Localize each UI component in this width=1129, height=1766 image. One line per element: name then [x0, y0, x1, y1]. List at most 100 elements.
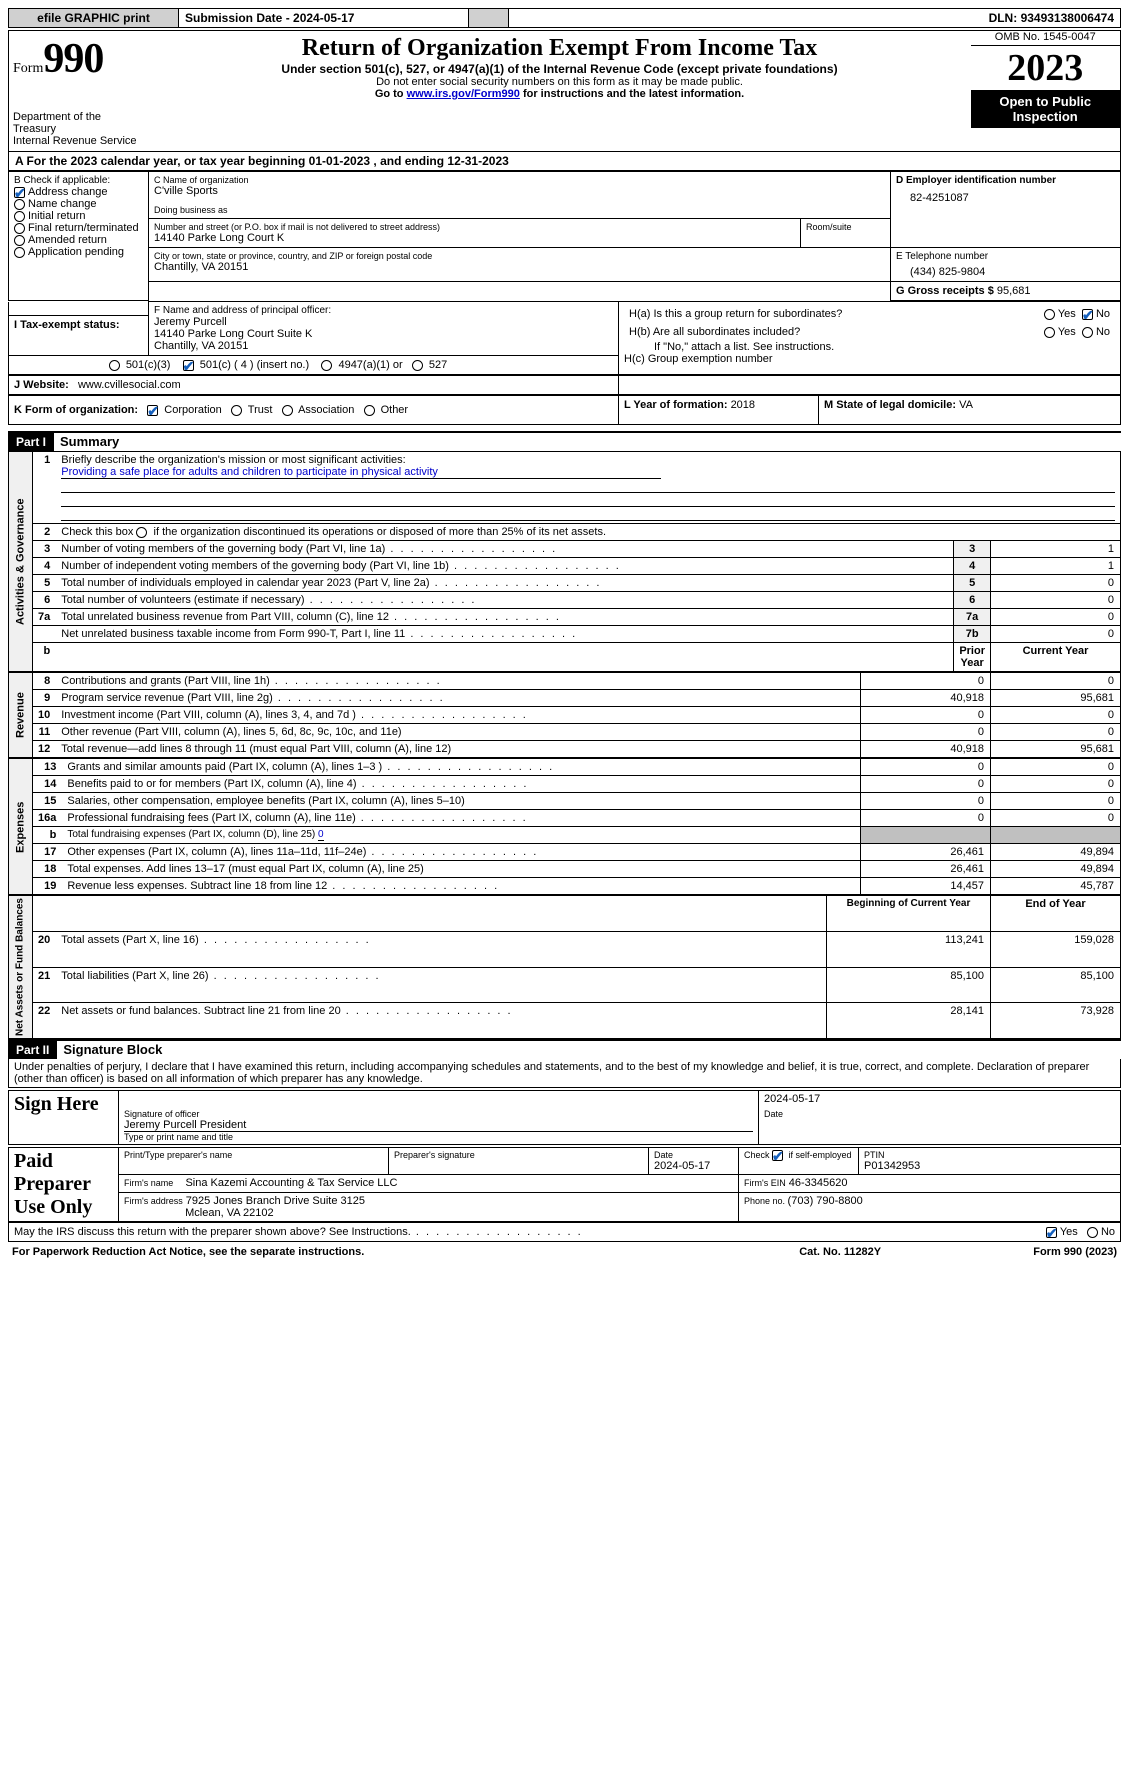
summary-netassets: Net Assets or Fund Balances Beginning of…: [8, 895, 1121, 1039]
cb-amended-return[interactable]: Amended return: [14, 234, 143, 246]
cb-discontinued[interactable]: [136, 527, 147, 538]
line10: Investment income (Part VIII, column (A)…: [56, 707, 860, 724]
line5: Total number of individuals employed in …: [56, 575, 954, 592]
cb-trust[interactable]: [231, 405, 242, 416]
line17: Other expenses (Part IX, column (A), lin…: [62, 844, 860, 861]
line3: Number of voting members of the governin…: [56, 541, 954, 558]
cb-4947[interactable]: [321, 360, 332, 371]
room-label: Room/suite: [806, 222, 885, 232]
tax-exempt-status: I Tax-exempt status:: [9, 315, 149, 355]
subtitle-1: Under section 501(c), 527, or 4947(a)(1)…: [153, 62, 967, 76]
ptin-value: P01342953: [864, 1160, 1115, 1172]
p13: 0: [861, 759, 991, 776]
cat-no: Cat. No. 11282Y: [748, 1244, 933, 1260]
cb-name-change[interactable]: Name change: [14, 198, 143, 210]
c12: 95,681: [991, 741, 1121, 758]
b20: 113,241: [827, 931, 991, 967]
p11: 0: [861, 724, 991, 741]
line15: Salaries, other compensation, employee b…: [62, 793, 860, 810]
discuss-yes[interactable]: [1046, 1227, 1057, 1238]
val-3: 1: [991, 541, 1121, 558]
omb-number: OMB No. 1545-0047: [971, 31, 1121, 46]
col-boy: Beginning of Current Year: [827, 896, 991, 932]
h-b-label: H(b) Are all subordinates included?: [624, 323, 884, 341]
topbar: efile GRAPHIC print Submission Date - 20…: [8, 8, 1121, 28]
val-6: 0: [991, 592, 1121, 609]
website-row: J Website: www.cvillesocial.com: [8, 375, 1121, 395]
summary-activities: Activities & Governance 1 Briefly descri…: [8, 451, 1121, 672]
c8: 0: [991, 673, 1121, 690]
discuss-no[interactable]: [1087, 1227, 1098, 1238]
officer-addr2: Chantilly, VA 20151: [154, 340, 613, 352]
form-footer: Form 990 (2023): [933, 1244, 1121, 1260]
cb-application-pending[interactable]: Application pending: [14, 246, 143, 258]
discuss-question: May the IRS discuss this return with the…: [14, 1226, 583, 1238]
cb-initial-return[interactable]: Initial return: [14, 210, 143, 222]
sign-here-label: Sign Here: [9, 1091, 119, 1145]
cb-address-change[interactable]: Address change: [14, 186, 143, 198]
cb-527[interactable]: [412, 360, 423, 371]
street-label: Number and street (or P.O. box if mail i…: [154, 222, 795, 232]
p17: 26,461: [861, 844, 991, 861]
firm-addr2: Mclean, VA 22102: [185, 1207, 273, 1219]
hb-no[interactable]: [1082, 327, 1093, 338]
firm-ein-label: Firm's EIN: [744, 1178, 786, 1188]
c17: 49,894: [991, 844, 1121, 861]
firm-phone: (703) 790-8800: [788, 1195, 863, 1207]
city-value: Chantilly, VA 20151: [154, 261, 885, 273]
officer-block: F Name and address of principal officer:…: [8, 301, 1121, 375]
open-inspection: Open to Public Inspection: [971, 90, 1121, 128]
dba-label: Doing business as: [154, 205, 885, 215]
box-b-label: B Check if applicable:: [14, 175, 143, 186]
ha-yes[interactable]: [1044, 309, 1055, 320]
blank-button[interactable]: [469, 9, 509, 28]
line-a-tax-year: A For the 2023 calendar year, or tax yea…: [8, 152, 1121, 171]
officer-addr1: 14140 Parke Long Court Suite K: [154, 328, 613, 340]
sidelabel-expenses: Expenses: [9, 759, 33, 895]
cb-assoc[interactable]: [282, 405, 293, 416]
pra-notice: For Paperwork Reduction Act Notice, see …: [8, 1244, 748, 1260]
firm-name-label: Firm's name: [124, 1178, 173, 1188]
efile-print-button[interactable]: efile GRAPHIC print: [9, 9, 179, 28]
cb-self-employed[interactable]: [772, 1150, 783, 1161]
hb-yes[interactable]: [1044, 327, 1055, 338]
org-name-label: C Name of organization: [154, 175, 885, 185]
cb-501c3[interactable]: [109, 360, 120, 371]
cb-final-return[interactable]: Final return/terminated: [14, 222, 143, 234]
tax-year: 2023: [971, 46, 1121, 90]
line7a: Total unrelated business revenue from Pa…: [56, 609, 954, 626]
c18: 49,894: [991, 861, 1121, 878]
sign-here-block: Sign Here 2024-05-17 Signature of office…: [8, 1090, 1121, 1145]
gross-receipts: G Gross receipts $ 95,681: [891, 282, 1121, 301]
discuss-row: May the IRS discuss this return with the…: [8, 1222, 1121, 1242]
cb-corp[interactable]: [147, 405, 158, 416]
line16b: Total fundraising expenses (Part IX, col…: [62, 827, 860, 844]
year-formation: L Year of formation: 2018: [619, 396, 819, 425]
form-of-org: K Form of organization: Corporation Trus…: [9, 396, 619, 425]
phone-value: (434) 825-9804: [896, 262, 1115, 278]
ha-no[interactable]: [1082, 309, 1093, 320]
c11: 0: [991, 724, 1121, 741]
paid-preparer-block: Paid Preparer Use Only Print/Type prepar…: [8, 1147, 1121, 1222]
irs-link[interactable]: www.irs.gov/Form990: [407, 88, 520, 100]
prep-date: 2024-05-17: [654, 1160, 733, 1172]
line14: Benefits paid to or for members (Part IX…: [62, 776, 860, 793]
col-prior: Prior Year: [954, 643, 991, 672]
cb-other[interactable]: [364, 405, 375, 416]
prep-date-label: Date: [654, 1150, 733, 1160]
col-eoy: End of Year: [991, 896, 1121, 932]
p16b-shade: [861, 827, 991, 844]
firm-name: Sina Kazemi Accounting & Tax Service LLC: [185, 1177, 397, 1189]
cb-501c[interactable]: [183, 360, 194, 371]
c9: 95,681: [991, 690, 1121, 707]
sign-date: 2024-05-17: [759, 1091, 1121, 1108]
h-c-label: H(c) Group exemption number: [624, 353, 1115, 365]
sign-date-label: Date: [764, 1109, 1115, 1119]
sig-officer-label: Signature of officer: [124, 1109, 753, 1119]
self-employed: Check if self-employed: [739, 1148, 859, 1175]
line18: Total expenses. Add lines 13–17 (must eq…: [62, 861, 860, 878]
line11: Other revenue (Part VIII, column (A), li…: [56, 724, 860, 741]
line19: Revenue less expenses. Subtract line 18 …: [62, 878, 860, 895]
summary-revenue: Revenue 8Contributions and grants (Part …: [8, 672, 1121, 758]
line22: Net assets or fund balances. Subtract li…: [56, 1003, 826, 1039]
